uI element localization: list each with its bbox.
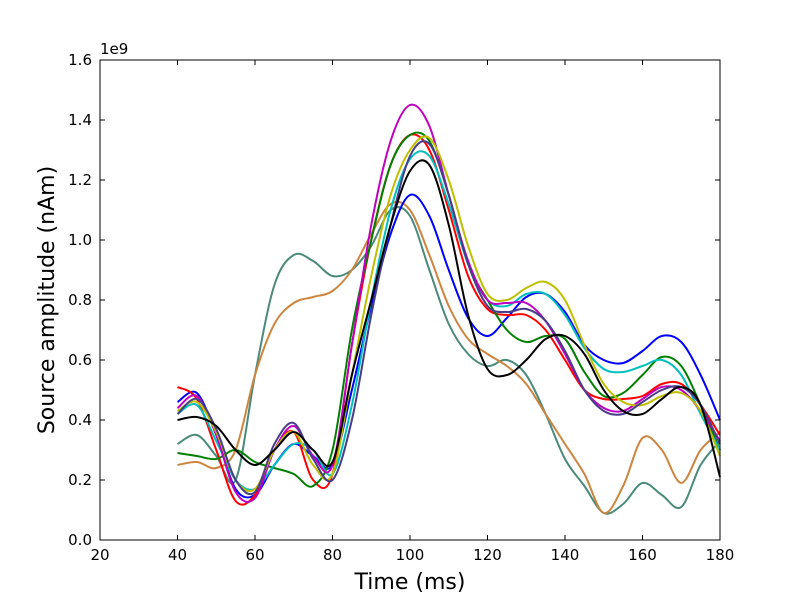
x-tick-label: 20: [90, 546, 109, 564]
x-tick-label: 120: [473, 546, 502, 564]
series-line: [176, 206, 721, 515]
x-tick-label: 80: [323, 546, 342, 564]
y-tick-label: 0.4: [68, 411, 92, 429]
series-line: [177, 159, 721, 478]
x-axis-label: Time (ms): [354, 570, 466, 595]
series-line: [177, 200, 721, 515]
x-tick-label: 100: [396, 546, 425, 564]
y-tick-label: 1.2: [68, 171, 92, 189]
plot-area: [176, 103, 721, 515]
series-line: [176, 150, 721, 491]
y-tick-label: 0.2: [68, 471, 92, 489]
y-tick-label: 0.8: [68, 291, 92, 309]
y-tick-label: 1.4: [68, 111, 92, 129]
y-tick-label: 0.0: [68, 531, 92, 549]
y-tick-label: 1.0: [68, 231, 92, 249]
y-axis-label: Source amplitude (nAm): [35, 166, 60, 434]
x-tick-label: 40: [168, 546, 187, 564]
y-offset-label: 1e9: [100, 40, 128, 58]
x-tick-label: 180: [706, 546, 735, 564]
x-tick-label: 60: [245, 546, 264, 564]
x-tick-label: 160: [628, 546, 657, 564]
y-tick-label: 0.6: [68, 351, 92, 369]
y-tick-label: 1.6: [68, 51, 92, 69]
x-tick-label: 140: [551, 546, 580, 564]
series-line: [176, 135, 721, 493]
